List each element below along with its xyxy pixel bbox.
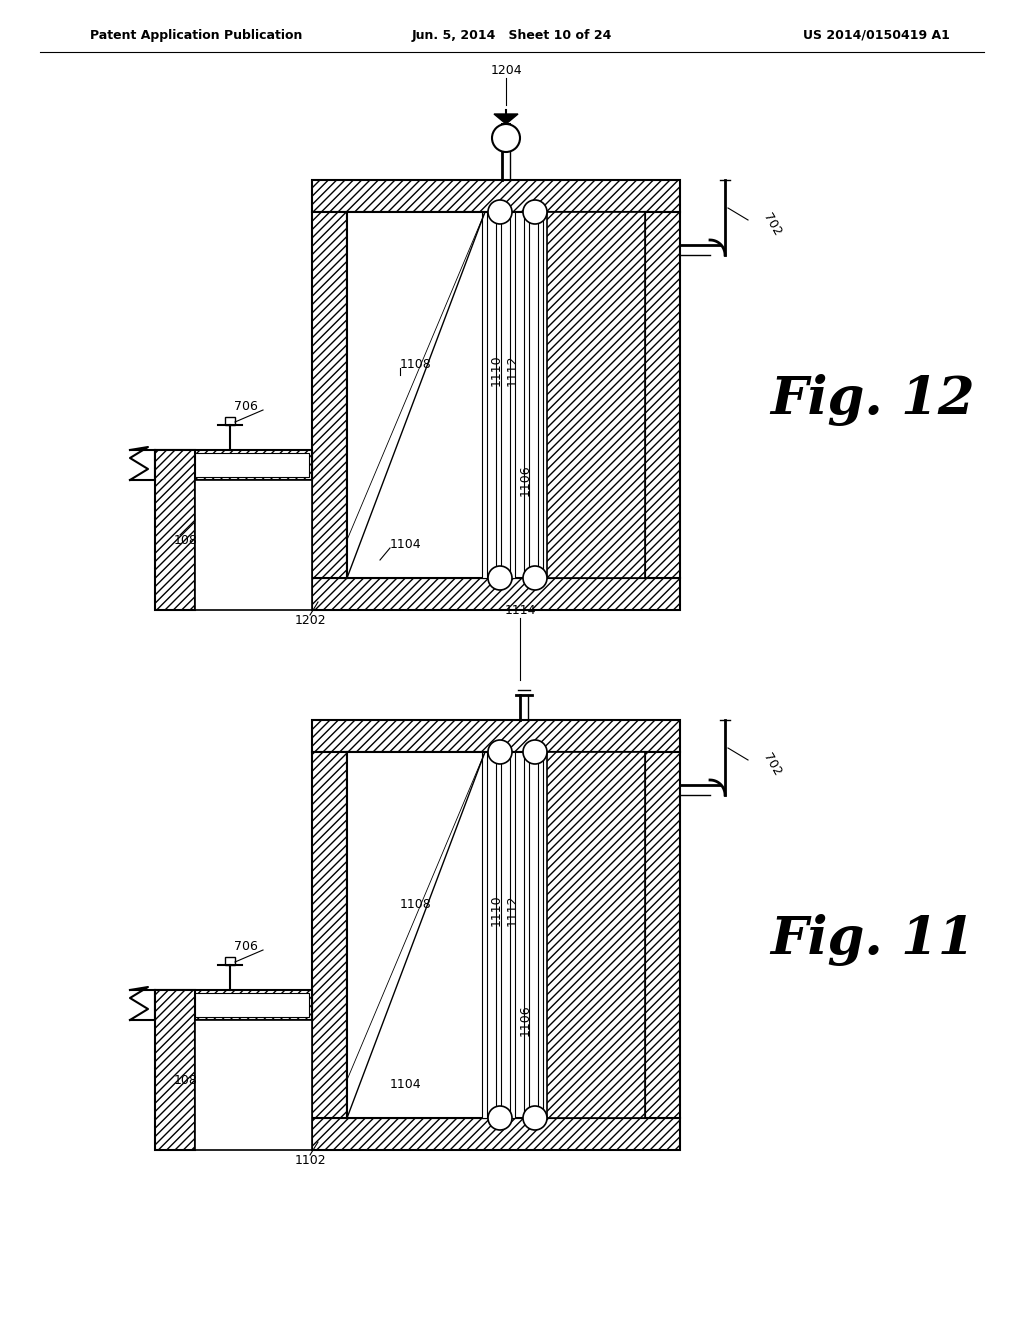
Bar bbox=[225, 957, 234, 965]
Circle shape bbox=[523, 201, 547, 224]
Text: US 2014/0150419 A1: US 2014/0150419 A1 bbox=[803, 29, 950, 41]
Polygon shape bbox=[494, 114, 518, 124]
Text: 1112: 1112 bbox=[506, 354, 518, 385]
Text: 706: 706 bbox=[234, 940, 258, 953]
Bar bbox=[312, 213, 347, 578]
Bar bbox=[482, 752, 487, 1118]
Bar bbox=[312, 578, 680, 610]
Text: Patent Application Publication: Patent Application Publication bbox=[90, 29, 302, 41]
Circle shape bbox=[488, 566, 512, 590]
Circle shape bbox=[523, 1106, 547, 1130]
Bar bbox=[195, 993, 309, 1016]
Text: 1202: 1202 bbox=[295, 614, 327, 627]
Bar bbox=[524, 213, 529, 578]
Bar bbox=[496, 752, 501, 1118]
Bar bbox=[482, 213, 487, 578]
Text: 1112: 1112 bbox=[506, 894, 518, 925]
Text: 1110: 1110 bbox=[489, 894, 503, 925]
Bar bbox=[645, 752, 680, 1118]
Bar bbox=[496, 213, 501, 578]
Circle shape bbox=[523, 741, 547, 764]
Bar bbox=[547, 213, 645, 578]
Text: 1204: 1204 bbox=[490, 63, 522, 77]
Bar bbox=[195, 480, 312, 610]
Bar bbox=[538, 213, 543, 578]
Text: 1108: 1108 bbox=[400, 359, 432, 371]
Bar bbox=[195, 1020, 312, 1150]
Text: 702: 702 bbox=[760, 211, 783, 239]
Text: 1104: 1104 bbox=[390, 539, 422, 552]
Bar bbox=[312, 752, 347, 1118]
Bar bbox=[155, 990, 195, 1150]
Bar bbox=[547, 752, 645, 1118]
Text: 1104: 1104 bbox=[390, 1078, 422, 1092]
Text: 1106: 1106 bbox=[518, 1005, 531, 1036]
Circle shape bbox=[488, 1106, 512, 1130]
Bar bbox=[510, 213, 515, 578]
Bar bbox=[347, 213, 645, 578]
Bar bbox=[155, 990, 312, 1020]
Text: 702: 702 bbox=[760, 751, 783, 779]
Bar bbox=[347, 752, 645, 1118]
Bar bbox=[225, 417, 234, 425]
Bar bbox=[155, 450, 312, 480]
Bar bbox=[510, 752, 515, 1118]
Text: 706: 706 bbox=[234, 400, 258, 413]
Bar bbox=[645, 213, 680, 578]
Bar bbox=[524, 752, 529, 1118]
Text: 108: 108 bbox=[174, 1073, 198, 1086]
Circle shape bbox=[488, 741, 512, 764]
Text: Fig. 12: Fig. 12 bbox=[770, 374, 975, 426]
Circle shape bbox=[492, 124, 520, 152]
Text: 1106: 1106 bbox=[518, 465, 531, 496]
Text: Fig. 11: Fig. 11 bbox=[770, 913, 975, 966]
Text: Jun. 5, 2014   Sheet 10 of 24: Jun. 5, 2014 Sheet 10 of 24 bbox=[412, 29, 612, 41]
Circle shape bbox=[523, 566, 547, 590]
Text: 108: 108 bbox=[174, 533, 198, 546]
Circle shape bbox=[488, 201, 512, 224]
Bar bbox=[538, 752, 543, 1118]
Bar bbox=[312, 1118, 680, 1150]
Bar bbox=[155, 450, 195, 610]
Text: 1110: 1110 bbox=[489, 354, 503, 385]
Text: 1114: 1114 bbox=[504, 603, 536, 616]
Bar bbox=[312, 719, 680, 752]
Text: 1108: 1108 bbox=[400, 899, 432, 912]
Bar bbox=[312, 180, 680, 213]
Bar bbox=[195, 453, 309, 477]
Text: 1102: 1102 bbox=[295, 1154, 327, 1167]
